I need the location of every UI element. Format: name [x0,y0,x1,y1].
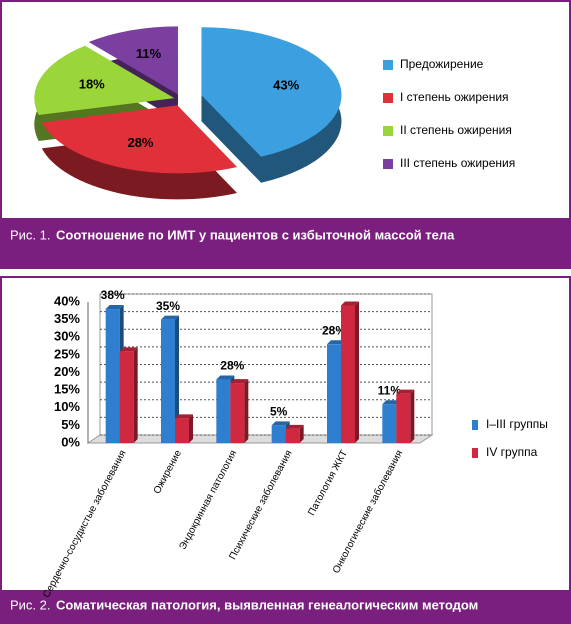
bar [285,428,300,443]
legend-swatch [383,60,393,70]
bar [119,351,134,443]
y-tick-label: 30% [54,329,80,344]
bar [105,309,120,443]
annotation: 28% [220,359,244,373]
pie-slice [88,26,178,95]
x-tick-label: Патология ЖКТ [306,448,350,517]
data-label: 11% [378,383,402,397]
legend-label: II степень ожирения [400,123,512,137]
bar-top [105,305,124,310]
legend-swatch [383,159,393,169]
bar [216,379,231,443]
bar [327,344,341,443]
legend-label: Предожирение [400,57,484,71]
bar [396,393,411,443]
plot-floor [86,434,434,444]
y-tick-label: 5% [61,417,80,432]
bar-top [327,340,345,345]
bar-top [119,347,138,352]
data-label: 5% [270,405,288,419]
legend-swatch [472,448,478,458]
x-tick-label: Эндокринная патология [177,448,239,551]
pie-slice [201,27,342,157]
bar-top [285,424,304,429]
bar [161,319,175,443]
y-tick-label: 10% [54,399,80,414]
data-label: 11% [136,46,162,61]
bar-top [230,379,249,384]
bar-top [341,301,359,306]
bar-side [133,347,138,443]
y-tick-label: 25% [54,346,80,361]
y-tick-label: 40% [54,293,80,308]
data-label: 38% [101,288,125,302]
bar-top [382,400,401,405]
y-tick-label: 15% [54,382,80,397]
legend-label: III степень ожирения [400,156,515,170]
bar [271,425,286,443]
data-label: 18% [79,77,105,92]
bar-top [396,389,415,394]
bar [175,418,189,443]
bar [382,404,397,443]
x-tick-label: Сердечно-сосудистые заболевания [40,448,128,600]
bar-side [299,424,304,443]
bar-side [189,414,193,443]
bar-side [355,301,359,443]
bar [341,305,355,443]
caption-label: Рис. 1. [10,227,51,242]
caption-title: Соматическая патология, выявленная генеа… [56,597,478,612]
bar [230,383,245,443]
y-tick-label: 35% [54,311,80,326]
bar-side [244,379,249,443]
bar-side [175,315,179,443]
bar-side [410,389,415,443]
caption-band [0,590,571,624]
data-label: 28% [127,135,153,150]
bar-top [175,414,193,419]
data-label: 28% [322,323,346,337]
caption-title: Соотношение по ИМТ у пациентов с избыточ… [56,227,455,242]
bar-top [161,315,179,320]
x-tick-label: Психические заболевания [227,448,295,562]
y-tick-label: 0% [61,434,80,449]
legend-swatch [383,126,393,136]
legend-label: IV группа [486,445,538,459]
pie-slice [41,105,238,174]
caption-label: Рис. 2. [10,597,51,612]
data-label: 35% [156,299,180,313]
x-tick-label: Ожирение [152,448,184,496]
y-tick-label: 20% [54,364,80,379]
bar-top [216,375,235,380]
bar-top [271,421,290,426]
legend-label: I–III группы [486,417,548,431]
legend-label: I степень ожирения [400,90,509,104]
caption-band [0,218,571,269]
legend-swatch [383,93,393,103]
legend-swatch [472,420,478,430]
data-label: 43% [273,77,299,92]
pie-slice [34,45,175,116]
